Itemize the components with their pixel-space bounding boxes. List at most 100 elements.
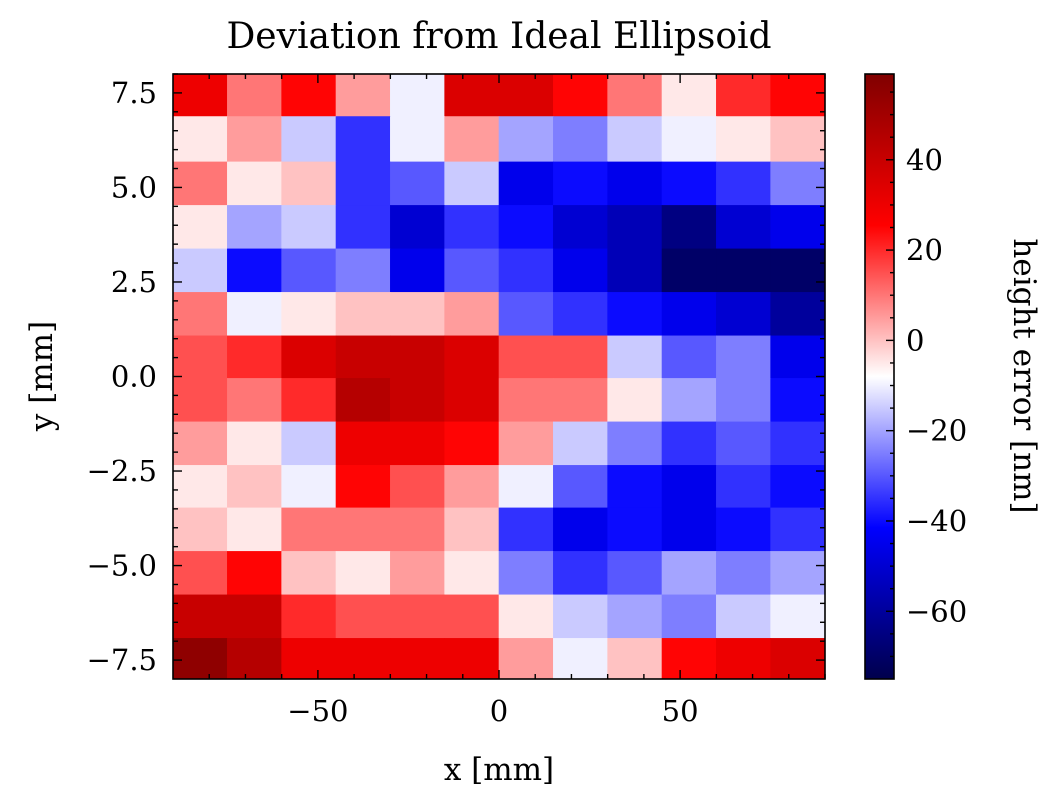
heatmap-cell <box>281 421 337 466</box>
heatmap-cell <box>390 551 445 596</box>
heatmap-cell <box>498 378 554 423</box>
heatmap-cell <box>498 161 554 206</box>
heatmap-cell <box>661 248 717 293</box>
heatmap-cell <box>227 248 282 293</box>
y-tick-label: 2.5 <box>111 265 157 299</box>
heatmap-cell <box>607 161 663 206</box>
heatmap-cell <box>553 116 608 163</box>
heatmap-cell <box>444 248 500 293</box>
heatmap-cell <box>335 594 391 639</box>
heatmap-cell <box>607 551 663 596</box>
y-tick-label: −2.5 <box>87 454 157 488</box>
heatmap-cell <box>661 161 717 206</box>
heatmap-cell <box>553 421 608 466</box>
heatmap-cell <box>173 421 228 466</box>
heatmap-cell <box>173 205 228 250</box>
colorbar-ticks: −60 −40 −20 0 20 40 <box>886 91 967 658</box>
heatmap-cell <box>227 74 282 117</box>
heatmap-cell <box>498 638 554 679</box>
heatmap-cell <box>498 421 554 466</box>
heatmap-cell <box>770 74 825 117</box>
heatmap-cell <box>281 205 337 250</box>
heatmap-cell <box>661 205 717 250</box>
heatmap-cell <box>553 161 608 206</box>
heatmap-cell <box>444 421 500 466</box>
heatmap-cell <box>607 421 663 466</box>
heatmap-cell <box>607 248 663 293</box>
heatmap-cell <box>716 465 771 509</box>
heatmap-cell <box>281 292 337 337</box>
colorbar-tick-label: 0 <box>906 323 924 357</box>
heatmap-cell <box>716 421 771 466</box>
heatmap-cell <box>770 507 825 552</box>
heatmap-cell <box>444 551 500 596</box>
heatmap-cells <box>173 74 825 679</box>
heatmap-cell <box>553 378 608 423</box>
heatmap-cell <box>716 205 771 250</box>
heatmap-cell <box>553 594 608 639</box>
heatmap-cell <box>716 161 771 206</box>
heatmap-cell <box>553 74 608 117</box>
heatmap-cell <box>607 205 663 250</box>
heatmap-cell <box>335 205 391 250</box>
heatmap-cell <box>498 507 554 552</box>
heatmap-cell <box>444 378 500 423</box>
heatmap-cell <box>607 116 663 163</box>
heatmap-cell <box>390 335 445 379</box>
heatmap-cell <box>716 638 771 679</box>
heatmap-cell <box>281 638 337 679</box>
heatmap-cell <box>335 551 391 596</box>
heatmap-cell <box>661 116 717 163</box>
heatmap-cell <box>390 378 445 423</box>
heatmap-cell <box>498 116 554 163</box>
heatmap-cell <box>227 161 282 206</box>
heatmap-cell <box>390 507 445 552</box>
heatmap-cell <box>716 335 771 379</box>
heatmap-cell <box>661 292 717 337</box>
heatmap-cell <box>173 292 228 337</box>
heatmap-cell <box>770 465 825 509</box>
heatmap-cell <box>553 638 608 679</box>
heatmap-cell <box>661 638 717 679</box>
heatmap-cell <box>390 638 445 679</box>
chart-title: Deviation from Ideal Ellipsoid <box>226 16 771 57</box>
y-tick-label: 7.5 <box>111 76 157 110</box>
heatmap-cell <box>444 116 500 163</box>
heatmap-cell <box>227 465 282 509</box>
heatmap-cell <box>498 74 554 117</box>
heatmap-cell <box>770 638 825 679</box>
heatmap-cell <box>173 551 228 596</box>
heatmap-cell <box>770 161 825 206</box>
heatmap-cell <box>335 74 391 117</box>
colorbar-tick-label: 40 <box>906 143 943 177</box>
heatmap-cell <box>661 378 717 423</box>
heatmap-cell <box>173 74 228 117</box>
y-tick-label: −5.0 <box>87 549 157 583</box>
heatmap-cell <box>173 638 228 679</box>
colorbar-tick-label: −40 <box>906 504 967 538</box>
heatmap-cell <box>390 74 445 117</box>
heatmap-cell <box>227 116 282 163</box>
colorbar-frame <box>864 73 895 680</box>
heatmap-cell <box>716 74 771 117</box>
heatmap-cell <box>335 335 391 379</box>
heatmap-cell <box>227 594 282 639</box>
heatmap-cell <box>335 378 391 423</box>
heatmap-cell <box>390 161 445 206</box>
heatmap-cell <box>390 116 445 163</box>
heatmap-cell <box>498 551 554 596</box>
heatmap-cell <box>335 248 391 293</box>
heatmap-cell <box>281 378 337 423</box>
heatmap-cell <box>716 594 771 639</box>
heatmap-cell <box>716 292 771 337</box>
colorbar <box>865 74 894 679</box>
heatmap-cell <box>607 638 663 679</box>
heatmap-cell <box>770 378 825 423</box>
heatmap-cell <box>281 116 337 163</box>
heatmap-cell <box>227 507 282 552</box>
colorbar-tick-label: 20 <box>906 233 943 267</box>
heatmap-cell <box>553 465 608 509</box>
heatmap-cell <box>498 335 554 379</box>
heatmap-cell <box>661 74 717 117</box>
heatmap-cell <box>444 205 500 250</box>
